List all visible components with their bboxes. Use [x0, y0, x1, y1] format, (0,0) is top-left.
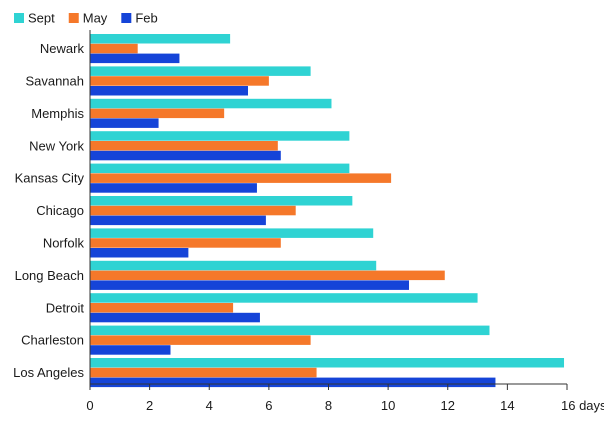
- category-label-charleston: Charleston: [21, 333, 84, 348]
- category-label-newark: Newark: [40, 41, 85, 56]
- bar-kansas-city-feb: [90, 183, 257, 193]
- category-label-long-beach: Long Beach: [15, 268, 84, 283]
- bar-chicago-feb: [90, 215, 266, 226]
- bar-chicago-may: [90, 205, 296, 216]
- x-tick-label-12: 12: [441, 398, 455, 413]
- x-tick-label-16: 16 days: [561, 398, 604, 413]
- x-tick-label-0: 0: [86, 398, 93, 413]
- category-label-new-york: New York: [29, 138, 84, 153]
- x-tick-label-4: 4: [206, 398, 213, 413]
- bar-savannah-sept: [90, 66, 311, 76]
- bar-kansas-city-sept: [90, 163, 350, 174]
- bar-new-york-feb: [90, 150, 281, 161]
- bar-charleston-feb: [90, 345, 171, 355]
- bar-charleston-may: [90, 335, 311, 345]
- bar-detroit-sept: [90, 293, 478, 303]
- bar-los-angeles-sept: [90, 358, 565, 368]
- bar-chicago-sept: [90, 196, 353, 206]
- category-label-chicago: Chicago: [36, 203, 84, 218]
- bar-norfolk-sept: [90, 228, 374, 238]
- bar-newark-sept: [90, 34, 231, 44]
- bar-norfolk-feb: [90, 248, 189, 258]
- bar-newark-may: [90, 43, 138, 54]
- bar-charleston-sept: [90, 325, 490, 336]
- legend-swatch-feb: [121, 13, 132, 23]
- x-tick-label-8: 8: [325, 398, 332, 413]
- bar-new-york-sept: [90, 131, 350, 141]
- bar-savannah-feb: [90, 86, 249, 96]
- x-tick-label-14: 14: [500, 398, 514, 413]
- x-tick-label-2: 2: [146, 398, 153, 413]
- category-label-savannah: Savannah: [25, 73, 84, 88]
- category-label-kansas-city: Kansas City: [15, 171, 85, 186]
- bar-long-beach-feb: [90, 280, 409, 290]
- legend-swatch-may: [68, 13, 79, 23]
- x-tick-label-6: 6: [265, 398, 272, 413]
- category-label-norfolk: Norfolk: [43, 235, 85, 250]
- legend-label-sept: Sept: [28, 11, 55, 26]
- bar-memphis-may: [90, 108, 225, 119]
- x-tick-label-10: 10: [381, 398, 395, 413]
- category-label-los-angeles: Los Angeles: [13, 365, 84, 380]
- bar-detroit-feb: [90, 312, 260, 323]
- legend-label-feb: Feb: [135, 11, 157, 26]
- bar-memphis-sept: [90, 98, 332, 109]
- bar-norfolk-may: [90, 238, 281, 248]
- bar-los-angeles-may: [90, 367, 317, 378]
- bar-newark-feb: [90, 53, 180, 64]
- legend-swatch-sept: [14, 13, 24, 23]
- bar-new-york-may: [90, 141, 278, 151]
- bar-savannah-may: [90, 76, 269, 86]
- category-label-detroit: Detroit: [46, 300, 85, 315]
- category-label-memphis: Memphis: [31, 106, 84, 121]
- bar-long-beach-may: [90, 270, 445, 281]
- bar-kansas-city-may: [90, 173, 392, 183]
- bar-memphis-feb: [90, 118, 159, 128]
- bar-detroit-may: [90, 303, 234, 313]
- bar-long-beach-sept: [90, 260, 377, 271]
- bar-los-angeles-feb: [90, 377, 496, 388]
- legend-label-may: May: [83, 11, 108, 26]
